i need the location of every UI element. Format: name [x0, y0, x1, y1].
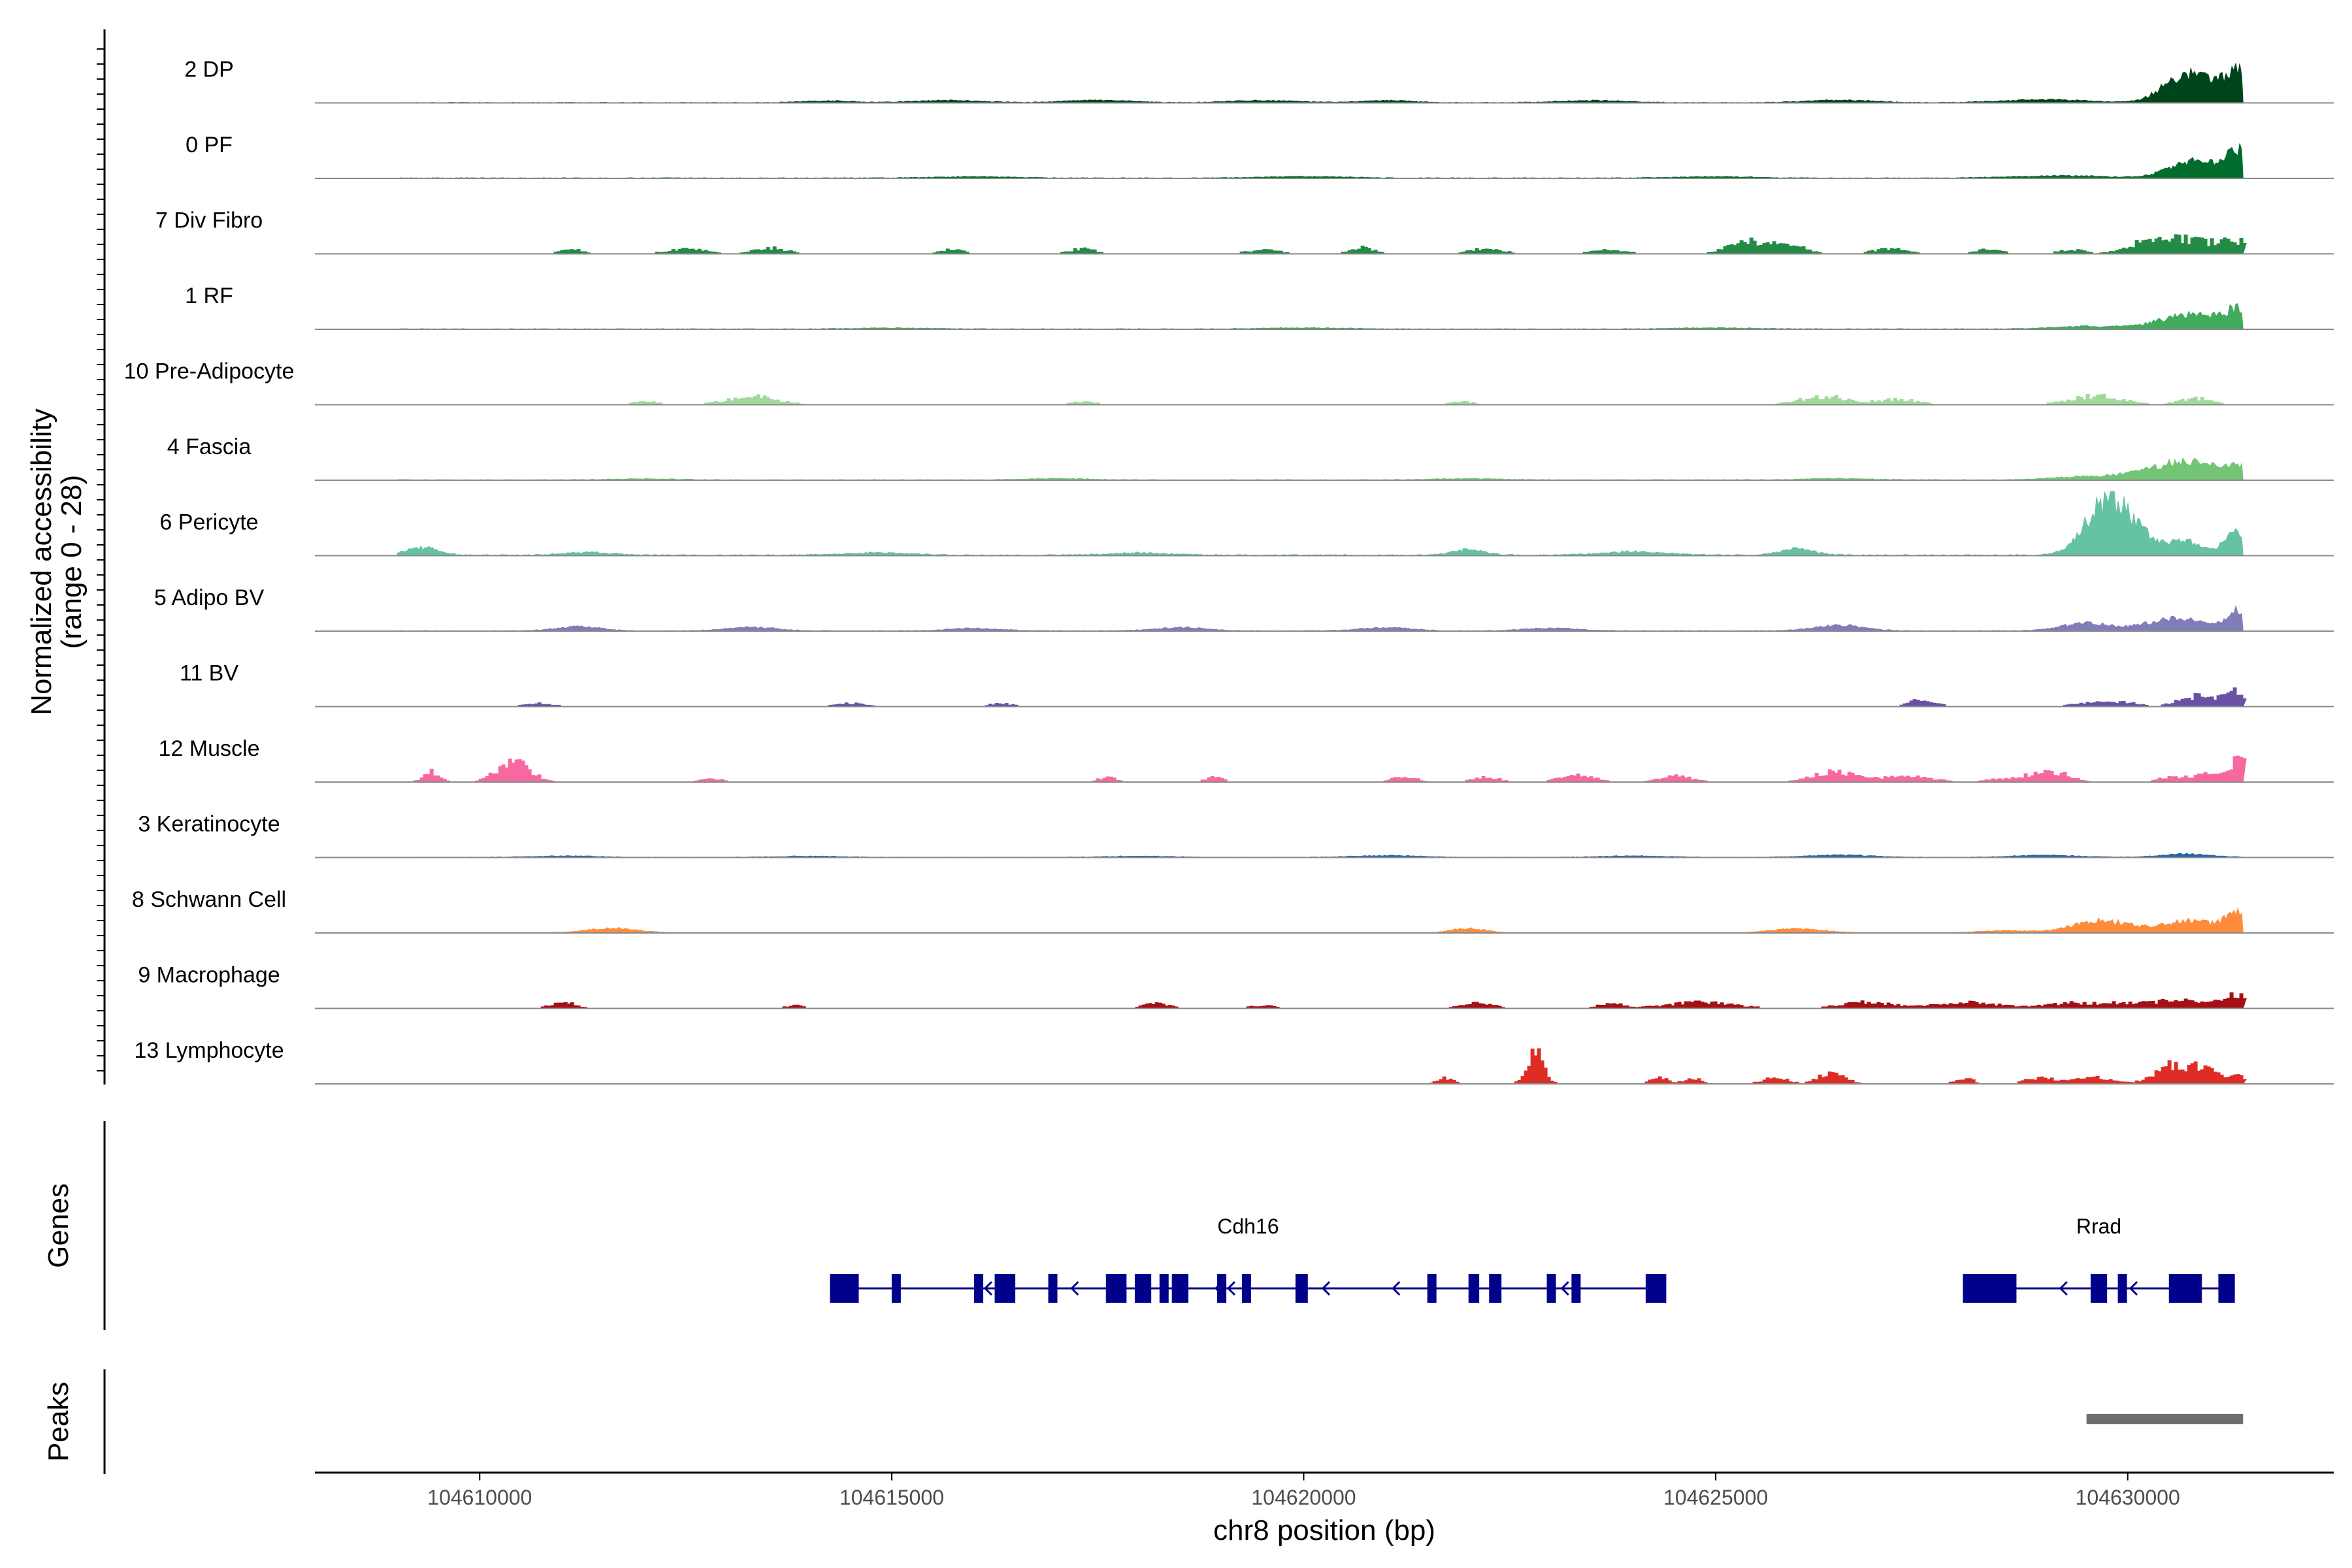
gene-name-label: Rrad	[2076, 1215, 2121, 1238]
track-label: 0 PF	[186, 133, 233, 157]
track-label: 8 Schwann Cell	[132, 887, 286, 912]
track-label: 5 Adipo BV	[154, 585, 265, 610]
gene-exon	[1048, 1274, 1058, 1303]
x-axis-ticks: 104610000 104615000 104620000 104625000 1046…	[427, 1473, 2180, 1509]
gene-exon	[2218, 1274, 2235, 1303]
genes-track: Cdh16 Rrad	[830, 1215, 2235, 1303]
gene-exon	[994, 1274, 1016, 1303]
strand-arrow	[1560, 1281, 1569, 1296]
track-10: 3 Keratinocyte	[138, 812, 2334, 858]
track-label: 4 Fascia	[167, 434, 252, 459]
gene-name-label: Cdh16	[1217, 1215, 1279, 1238]
coverage-area	[397, 143, 2244, 179]
gene-exon	[2117, 1274, 2127, 1303]
gene-exon	[1546, 1274, 1556, 1303]
gene-exon	[1489, 1274, 1502, 1303]
genes-track-title: Genes	[42, 1183, 74, 1268]
track-4: 10 Pre-Adipocyte	[124, 359, 2334, 406]
track-1: 0 PF	[186, 133, 2334, 179]
coverage-area	[397, 1048, 2247, 1085]
strand-arrow	[1226, 1281, 1236, 1296]
coverage-area	[397, 687, 2247, 707]
gene-exon	[830, 1274, 859, 1303]
peaks-track-title: Peaks	[42, 1382, 74, 1462]
strand-arrow	[2129, 1281, 2138, 1296]
track-3: 1 RF	[185, 284, 2334, 330]
track-label: 9 Macrophage	[138, 963, 280, 988]
gene-exon	[1571, 1274, 1581, 1303]
gene-exon	[891, 1274, 901, 1303]
track-11: 8 Schwann Cell	[132, 887, 2334, 934]
track-label: 2 DP	[184, 57, 234, 82]
peaks-track	[2086, 1414, 2244, 1424]
gene-exon	[973, 1274, 983, 1303]
x-tick-label: 104625000	[1663, 1486, 1768, 1509]
coverage-area	[397, 63, 2244, 103]
gene-exon	[1105, 1274, 1127, 1303]
strand-arrow	[2059, 1281, 2068, 1296]
track-label: 13 Lymphocyte	[134, 1038, 284, 1063]
strand-arrow	[983, 1281, 992, 1296]
x-axis-title: chr8 position (bp)	[1213, 1514, 1435, 1546]
gene-exon	[1645, 1274, 1667, 1303]
coverage-tracks: 2 DP 0 PF 7 Div Fibro 1 RF 10 Pre-Adipocyte 4…	[124, 57, 2334, 1085]
coverage-area	[397, 393, 2247, 405]
track-label: 12 Muscle	[159, 736, 260, 761]
track-7: 5 Adipo BV	[154, 585, 2334, 632]
gene-exon	[1217, 1274, 1227, 1303]
x-tick-label: 104610000	[427, 1486, 532, 1509]
y-axis-title-line2: (range 0 - 28)	[56, 475, 88, 649]
strand-arrow	[1321, 1281, 1331, 1296]
track-label: 1 RF	[185, 284, 233, 308]
track-5: 4 Fascia	[167, 434, 2334, 481]
gene-rrad: Rrad	[1963, 1215, 2235, 1303]
x-tick-label: 104615000	[840, 1486, 944, 1509]
x-tick-label: 104620000	[1251, 1486, 1356, 1509]
coverage-area	[397, 992, 2247, 1009]
gene-exon	[1963, 1274, 2017, 1303]
track-12: 9 Macrophage	[138, 963, 2334, 1009]
track-0: 2 DP	[184, 57, 2334, 104]
track-label: 3 Keratinocyte	[138, 812, 280, 837]
x-tick-label: 104630000	[2076, 1486, 2180, 1509]
coverage-area	[397, 491, 2244, 557]
strand-arrow	[1392, 1281, 1401, 1296]
track-8: 11 BV	[180, 661, 2334, 708]
y-axis-title-line1: Normalized accessibility	[25, 408, 57, 715]
coverage-y-axis-ticks	[97, 48, 105, 1071]
gene-exon	[1159, 1274, 1169, 1303]
y-axis-title: Normalized accessibility (range 0 - 28)	[25, 408, 88, 715]
gene-exon	[1241, 1274, 1251, 1303]
track-label: 6 Pericyte	[159, 510, 258, 535]
coverage-area	[397, 234, 2247, 254]
gene-exon	[2090, 1274, 2108, 1303]
gene-cdh16: Cdh16	[830, 1215, 1667, 1303]
track-9: 12 Muscle	[159, 736, 2334, 783]
strand-arrow	[1070, 1281, 1079, 1296]
track-13: 13 Lymphocyte	[134, 1038, 2334, 1085]
strand-arrow	[1214, 1281, 1224, 1296]
gene-exon	[1134, 1274, 1152, 1303]
coverage-area	[397, 457, 2244, 481]
track-label: 11 BV	[180, 661, 238, 686]
track-label: 10 Pre-Adipocyte	[124, 359, 295, 384]
track-6: 6 Pericyte	[159, 491, 2334, 557]
coverage-area	[397, 303, 2244, 330]
peak-region	[2086, 1414, 2244, 1424]
gene-exon	[1468, 1274, 1480, 1303]
track-2: 7 Div Fibro	[155, 208, 2334, 255]
coverage-area	[397, 907, 2244, 934]
coverage-area	[397, 755, 2247, 783]
gene-exon	[1171, 1274, 1188, 1303]
gene-exon	[1427, 1274, 1437, 1303]
gene-exon	[1295, 1274, 1308, 1303]
coverage-area	[397, 604, 2244, 632]
gene-exon	[2168, 1274, 2202, 1303]
track-label: 7 Div Fibro	[155, 208, 263, 233]
